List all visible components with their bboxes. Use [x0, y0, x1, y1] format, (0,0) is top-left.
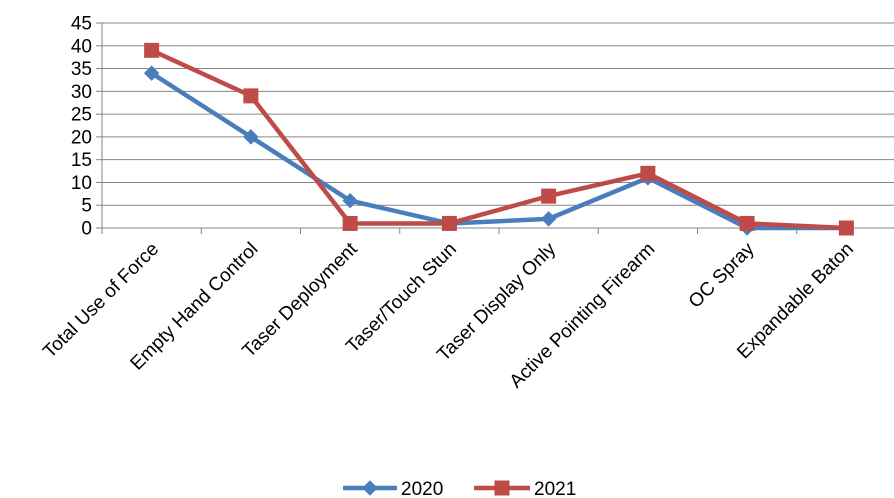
- y-tick-label: 10: [71, 173, 92, 194]
- legend-marker: [494, 480, 510, 496]
- legend-item-2020: 2020: [343, 479, 443, 498]
- series-line-2020: [150, 71, 847, 231]
- series-lines: [143, 42, 855, 236]
- data-point-2021: [739, 215, 755, 231]
- legend-marker: [362, 480, 378, 496]
- legend-label: 2021: [534, 479, 576, 498]
- data-point-2021: [838, 220, 854, 236]
- y-tick-label: 45: [71, 14, 92, 35]
- y-tick-label: 20: [71, 127, 92, 148]
- y-tick-label: 40: [71, 36, 92, 57]
- data-point-2020: [143, 65, 160, 81]
- data-point-2021: [144, 42, 160, 58]
- data-point-2020: [540, 211, 557, 227]
- series-2021: [144, 42, 854, 236]
- y-tick-label: 25: [71, 105, 92, 126]
- y-tick-label: 5: [81, 196, 92, 217]
- legend-label: 2020: [401, 479, 443, 498]
- y-tick-label: 15: [71, 150, 92, 171]
- data-point-2021: [541, 188, 557, 204]
- data-point-2020: [342, 192, 358, 209]
- data-point-2021: [243, 88, 259, 104]
- y-tick-label: 0: [81, 219, 92, 240]
- x-category-label: OC Spray: [685, 238, 759, 312]
- y-tick-label: 30: [71, 82, 92, 103]
- data-point-2021: [342, 215, 358, 231]
- legend-item-2021: 2021: [474, 479, 576, 498]
- data-point-2021: [441, 215, 457, 231]
- series-line-2021: [150, 48, 847, 231]
- legend: 2020 2021: [343, 479, 576, 498]
- data-point-2021: [640, 165, 656, 181]
- data-point-2020: [243, 129, 259, 145]
- gridlines: [102, 22, 894, 229]
- y-tick-label: 35: [71, 59, 92, 80]
